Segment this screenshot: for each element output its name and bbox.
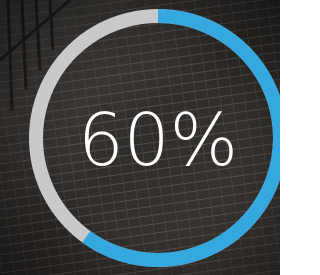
progress-label: 60%: [78, 98, 238, 182]
progress-widget: 60%: [0, 0, 280, 275]
